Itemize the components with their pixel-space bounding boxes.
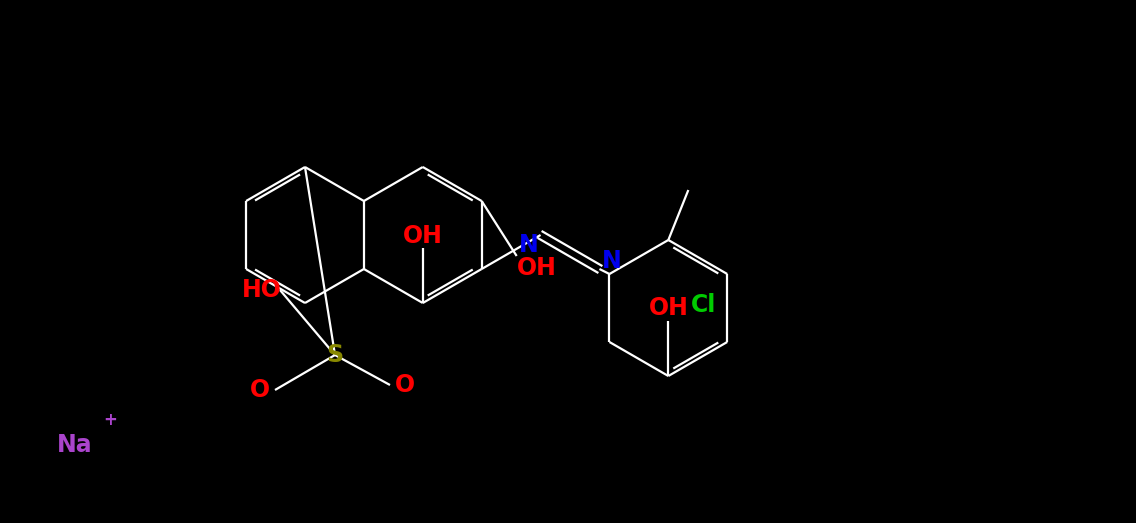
Text: N: N bbox=[519, 233, 538, 257]
Text: OH: OH bbox=[649, 296, 688, 320]
Text: O: O bbox=[250, 378, 270, 402]
Text: OH: OH bbox=[403, 224, 443, 248]
Text: O: O bbox=[395, 373, 415, 397]
Text: N: N bbox=[602, 249, 621, 273]
Text: Cl: Cl bbox=[691, 293, 716, 317]
Text: S: S bbox=[326, 343, 343, 367]
Text: OH: OH bbox=[517, 256, 557, 280]
Text: +: + bbox=[103, 411, 117, 429]
Text: HO: HO bbox=[242, 278, 282, 302]
Text: Na: Na bbox=[57, 433, 93, 457]
